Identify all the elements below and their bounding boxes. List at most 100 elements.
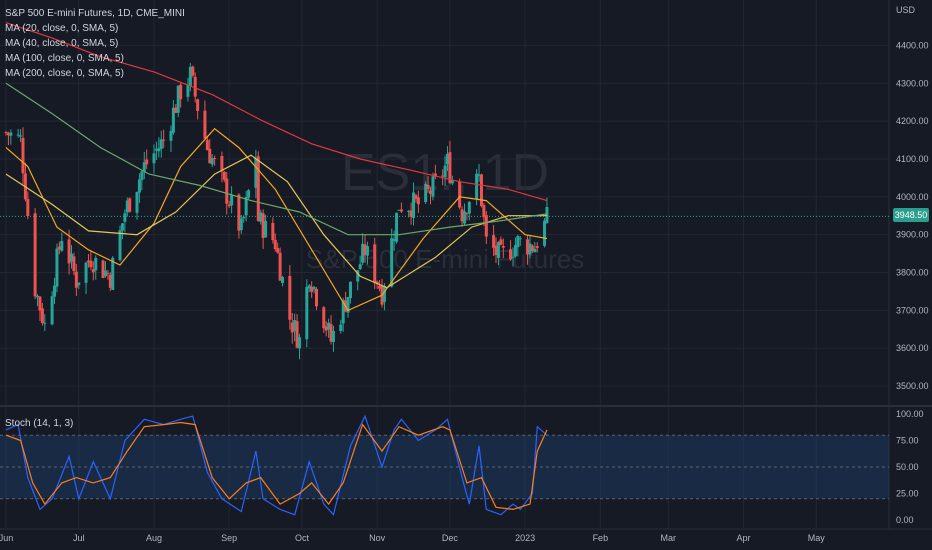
candle-up[interactable] xyxy=(450,179,454,184)
candle-down[interactable] xyxy=(4,132,8,134)
moving-average-line[interactable] xyxy=(5,127,548,312)
candle-down[interactable] xyxy=(6,132,10,136)
moving-average-line[interactable] xyxy=(5,154,547,289)
candle-up[interactable] xyxy=(242,216,246,219)
candle-down[interactable] xyxy=(106,273,110,275)
candle-down[interactable] xyxy=(416,197,420,205)
candle-up[interactable] xyxy=(382,285,386,303)
candle-up[interactable] xyxy=(511,256,515,258)
candle-down[interactable] xyxy=(479,174,483,207)
candle-down[interactable] xyxy=(101,260,105,278)
candle-down[interactable] xyxy=(526,239,530,255)
candle-down[interactable] xyxy=(458,181,462,208)
candle-down[interactable] xyxy=(86,260,90,263)
candle-down[interactable] xyxy=(193,76,197,97)
candle-up[interactable] xyxy=(356,270,360,282)
legend-ma200[interactable]: MA (200, close, 0, SMA, 5) xyxy=(5,68,124,79)
candle-down[interactable] xyxy=(535,246,539,248)
candle-down[interactable] xyxy=(426,185,430,189)
candle-down[interactable] xyxy=(108,274,112,288)
candle-up[interactable] xyxy=(331,330,335,342)
candle-up[interactable] xyxy=(16,134,20,136)
candle-down[interactable] xyxy=(278,252,282,281)
candle-up[interactable] xyxy=(397,209,401,211)
candle-down[interactable] xyxy=(310,286,314,292)
candle-up[interactable] xyxy=(53,285,57,297)
candle-up[interactable] xyxy=(247,190,251,198)
candle-up[interactable] xyxy=(496,242,500,258)
candle-down[interactable] xyxy=(57,246,61,250)
candle-down[interactable] xyxy=(409,210,413,217)
candle-up[interactable] xyxy=(475,173,479,200)
candle-down[interactable] xyxy=(290,322,294,333)
candle-up[interactable] xyxy=(120,223,124,231)
candle-down[interactable] xyxy=(261,213,265,238)
candle-down[interactable] xyxy=(220,155,224,172)
candle-up[interactable] xyxy=(467,201,471,214)
candle-up[interactable] xyxy=(60,240,64,251)
candle-up[interactable] xyxy=(142,162,146,172)
candle-up[interactable] xyxy=(36,295,40,298)
stoch-d-line[interactable] xyxy=(5,421,548,511)
candle-down[interactable] xyxy=(74,271,78,288)
candle-up[interactable] xyxy=(123,213,127,222)
candle-up[interactable] xyxy=(348,281,352,299)
candle-up[interactable] xyxy=(125,200,129,213)
candle-up[interactable] xyxy=(516,236,520,248)
candle-up[interactable] xyxy=(477,174,481,176)
candle-up[interactable] xyxy=(176,85,180,113)
candle-down[interactable] xyxy=(203,110,207,139)
candle-up[interactable] xyxy=(244,197,248,216)
candle-down[interactable] xyxy=(273,239,277,250)
candle-down[interactable] xyxy=(482,205,486,218)
candle-up[interactable] xyxy=(443,165,447,178)
stoch-legend[interactable]: Stoch (14, 1, 3) xyxy=(5,418,74,429)
candle-down[interactable] xyxy=(441,175,445,177)
candle-down[interactable] xyxy=(448,152,452,184)
candle-down[interactable] xyxy=(499,239,503,245)
candle-down[interactable] xyxy=(378,285,382,289)
candle-up[interactable] xyxy=(339,324,343,331)
candle-down[interactable] xyxy=(40,308,44,323)
candle-up[interactable] xyxy=(305,287,309,340)
candle-down[interactable] xyxy=(256,156,260,221)
candle-up[interactable] xyxy=(118,230,122,261)
candle-down[interactable] xyxy=(222,171,226,180)
candle-up[interactable] xyxy=(239,218,243,231)
candle-down[interactable] xyxy=(179,84,183,100)
candle-up[interactable] xyxy=(518,238,522,240)
candle-down[interactable] xyxy=(530,245,534,251)
candle-up[interactable] xyxy=(307,285,311,289)
candle-down[interactable] xyxy=(433,173,437,177)
candle-up[interactable] xyxy=(533,248,537,253)
candle-down[interactable] xyxy=(501,245,505,248)
candle-down[interactable] xyxy=(492,235,496,248)
candle-up[interactable] xyxy=(169,130,173,141)
moving-average-line[interactable] xyxy=(5,82,548,236)
candle-down[interactable] xyxy=(145,159,149,165)
candle-up[interactable] xyxy=(55,248,59,287)
candle-down[interactable] xyxy=(414,195,418,199)
legend-ma20[interactable]: MA (20, close, 0, SMA, 5) xyxy=(5,23,119,34)
candle-up[interactable] xyxy=(230,195,234,206)
candle-down[interactable] xyxy=(191,66,195,76)
candle-up[interactable] xyxy=(365,246,369,256)
candle-down[interactable] xyxy=(237,194,241,231)
candle-down[interactable] xyxy=(375,281,379,284)
legend-ma40[interactable]: MA (40, close, 0, SMA, 5) xyxy=(5,38,119,49)
candle-down[interactable] xyxy=(205,140,209,151)
candle-up[interactable] xyxy=(395,212,399,242)
candle-up[interactable] xyxy=(392,238,396,241)
candle-up[interactable] xyxy=(281,276,285,283)
candle-up[interactable] xyxy=(361,243,365,263)
candle-up[interactable] xyxy=(159,139,163,149)
candle-up[interactable] xyxy=(137,179,141,193)
moving-average-line[interactable] xyxy=(5,22,548,202)
candle-up[interactable] xyxy=(543,220,547,246)
candle-down[interactable] xyxy=(72,256,76,272)
candle-up[interactable] xyxy=(346,297,350,313)
candle-down[interactable] xyxy=(38,296,42,311)
candle-down[interactable] xyxy=(89,260,93,268)
candle-up[interactable] xyxy=(390,238,394,287)
